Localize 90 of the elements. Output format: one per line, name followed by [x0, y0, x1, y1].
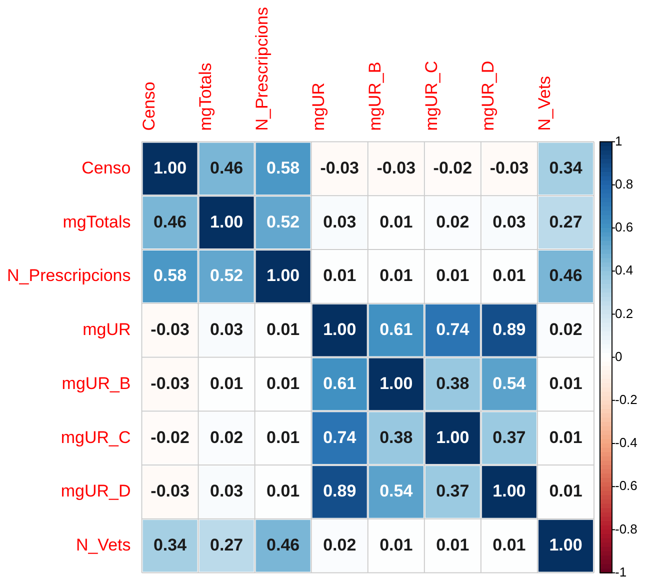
x-tick-label: mgUR [308, 82, 328, 131]
color-bar-label: 0.8 [615, 176, 634, 192]
data-label: 0.54 [380, 482, 414, 501]
data-label: 1.00 [323, 320, 356, 340]
color-bar-label: -0.6 [615, 478, 638, 494]
data-label: 1.00 [153, 158, 187, 178]
x-tick-label: mgUR_B [365, 62, 384, 131]
data-label: 1.00 [549, 536, 582, 555]
data-label: 0.52 [266, 212, 300, 232]
data-label: 1.00 [436, 428, 470, 447]
data-label: 0.61 [323, 374, 356, 393]
data-label: -0.03 [150, 374, 190, 393]
data-label: 0.01 [549, 428, 582, 447]
data-label: 0.01 [492, 536, 526, 555]
data-label: 0.01 [436, 266, 470, 286]
data-label: 0.02 [323, 536, 356, 555]
x-tick-label: N_Prescripcions [252, 7, 272, 131]
color-bar-label: -0.4 [615, 435, 638, 450]
data-label: 0.46 [210, 158, 244, 178]
x-tick-label: N_Vets [535, 76, 554, 131]
data-label: 0.01 [380, 266, 413, 286]
data-label: 0.01 [266, 374, 300, 393]
data-label: 0.46 [549, 266, 582, 286]
data-label: 0.01 [266, 428, 300, 447]
data-label: 0.01 [492, 266, 526, 286]
data-label: 0.89 [492, 320, 526, 340]
color-bar-label: 0.6 [615, 220, 634, 235]
data-label: 1.00 [492, 482, 526, 501]
data-label: 0.58 [153, 266, 187, 286]
data-label: 0.46 [153, 212, 187, 232]
data-label: 0.01 [380, 212, 413, 232]
data-label: -0.02 [150, 428, 190, 447]
data-label: 0.54 [492, 374, 526, 393]
color-bar-label: 0.2 [615, 306, 634, 321]
data-label: 0.37 [492, 428, 526, 447]
y-tick-label: N_Vets [76, 536, 131, 555]
data-label: 0.38 [380, 428, 413, 447]
data-label: -0.03 [490, 158, 529, 178]
data-label: 0.02 [549, 320, 582, 340]
data-label: 0.01 [549, 482, 582, 501]
data-label: 0.46 [266, 536, 300, 555]
color-bar-label: 1 [615, 133, 622, 148]
y-tick-label: mgUR_C [60, 428, 131, 447]
data-label: -0.02 [433, 158, 472, 178]
data-label: 0.01 [549, 374, 582, 393]
data-label: 0.74 [436, 320, 470, 340]
data-label: 0.01 [266, 320, 300, 340]
color-bar-label: 0 [615, 348, 622, 364]
data-label: 0.01 [323, 266, 356, 286]
y-tick-label: N_Prescripcions [7, 266, 131, 286]
data-label: 1.00 [210, 212, 244, 232]
data-label: 1.00 [380, 374, 413, 393]
x-tick-label: mgUR_C [422, 60, 441, 131]
data-label: -0.03 [376, 158, 416, 178]
data-label: 0.01 [380, 536, 413, 555]
y-tick-label: mgUR_B [62, 374, 131, 393]
color-bar-label: -0.8 [615, 521, 638, 536]
x-tick-label: mgTotals [196, 62, 215, 131]
data-label: 0.52 [210, 266, 244, 286]
data-label: 1.00 [266, 266, 300, 286]
color-bar-label: -1 [615, 564, 627, 580]
data-label: 0.37 [436, 482, 470, 501]
color-bar-label: -0.2 [615, 392, 638, 407]
data-label: 0.01 [210, 374, 244, 393]
data-label: 0.38 [436, 374, 470, 393]
data-label: -0.03 [150, 482, 190, 501]
data-label: 0.01 [266, 482, 300, 501]
data-label: 0.34 [549, 158, 583, 178]
y-tick-label: Censo [82, 158, 131, 178]
data-label: 0.03 [210, 320, 244, 340]
data-label: 0.03 [210, 482, 244, 501]
data-label: 0.89 [323, 482, 356, 501]
data-label: 0.02 [436, 212, 470, 232]
data-label: 0.03 [323, 212, 356, 232]
data-label: 0.27 [210, 536, 244, 555]
data-label: -0.03 [150, 320, 190, 340]
y-tick-label: mgUR [82, 320, 131, 340]
data-label: 0.34 [153, 536, 188, 555]
data-label: 0.58 [266, 158, 300, 178]
data-label: 0.02 [210, 428, 244, 447]
y-tick-label: mgTotals [62, 212, 131, 232]
data-label: 0.03 [492, 212, 526, 232]
data-label: -0.03 [320, 158, 359, 178]
data-label: 0.61 [380, 320, 413, 340]
y-tick-label: mgUR_D [60, 482, 131, 501]
x-tick-label: mgUR_D [478, 60, 498, 131]
data-label: 0.74 [323, 428, 357, 447]
data-label: 0.27 [549, 212, 582, 232]
color-bar-label: 0.4 [615, 262, 634, 278]
data-label: 0.01 [436, 536, 470, 555]
